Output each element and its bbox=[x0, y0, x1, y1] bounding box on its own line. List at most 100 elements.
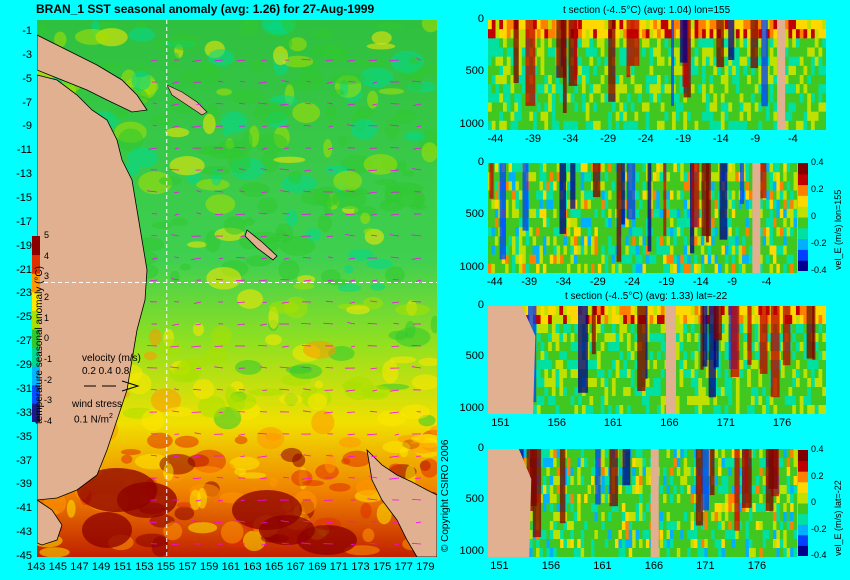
section-cell bbox=[621, 503, 626, 513]
section-cell bbox=[664, 120, 669, 131]
velocity-vector bbox=[234, 520, 246, 523]
section-cell bbox=[750, 396, 756, 406]
section-cell bbox=[724, 47, 729, 58]
section-cell bbox=[709, 405, 714, 415]
section-cell bbox=[546, 485, 551, 495]
land-mask bbox=[752, 163, 761, 273]
section-cell bbox=[776, 190, 781, 201]
section-cell bbox=[549, 218, 554, 228]
section-cell bbox=[818, 84, 823, 94]
section-cell bbox=[594, 254, 599, 265]
lon-temp-section[interactable] bbox=[488, 20, 827, 131]
section-cell bbox=[536, 102, 542, 113]
section-cell bbox=[758, 387, 763, 397]
section-cell bbox=[546, 467, 551, 477]
section-cell bbox=[539, 199, 544, 210]
section-cell bbox=[702, 102, 707, 113]
section-cell bbox=[788, 84, 793, 94]
section-cell bbox=[642, 539, 647, 549]
section-cell bbox=[555, 405, 560, 415]
section-cell bbox=[673, 163, 678, 173]
section-cell bbox=[608, 378, 613, 388]
lat-temp-section[interactable] bbox=[488, 306, 827, 415]
section-cell bbox=[585, 47, 590, 58]
sst-anomaly-map[interactable] bbox=[23, 11, 449, 558]
section-cell bbox=[713, 93, 718, 103]
section-cell bbox=[649, 369, 654, 379]
section-cell bbox=[611, 503, 616, 513]
section-cell bbox=[540, 387, 545, 397]
section-cell bbox=[784, 396, 789, 406]
section-cell bbox=[570, 84, 575, 94]
section-cell bbox=[578, 84, 583, 94]
section-cell bbox=[653, 360, 658, 370]
section-cell bbox=[711, 227, 716, 237]
section-cell bbox=[518, 29, 523, 39]
section-cell bbox=[522, 449, 527, 459]
section-cell bbox=[711, 181, 716, 191]
section-cell bbox=[673, 227, 678, 237]
section-cell bbox=[551, 111, 557, 122]
anomaly-patch bbox=[39, 547, 70, 558]
section-cell bbox=[773, 93, 778, 103]
section-cell bbox=[721, 263, 726, 274]
section-cell bbox=[577, 512, 582, 522]
velocity-vector bbox=[301, 345, 312, 347]
section-cell bbox=[724, 65, 729, 76]
section-cell bbox=[625, 503, 630, 513]
section-cell bbox=[663, 476, 668, 486]
section-cell bbox=[818, 20, 823, 30]
section-cell bbox=[680, 208, 685, 219]
section-cell bbox=[728, 369, 733, 379]
section-cell bbox=[657, 360, 662, 370]
section-cell bbox=[577, 245, 582, 256]
section-cell bbox=[611, 324, 617, 334]
section-cell bbox=[742, 236, 746, 246]
section-cell bbox=[765, 75, 771, 85]
section-cell bbox=[580, 254, 585, 265]
section-cell bbox=[591, 199, 595, 210]
section-cell bbox=[669, 199, 674, 210]
section-cell bbox=[574, 333, 579, 343]
section-cell bbox=[660, 38, 666, 48]
section-cell bbox=[818, 369, 823, 379]
section-cell bbox=[814, 405, 819, 415]
section-cell bbox=[792, 102, 797, 113]
section-cell bbox=[542, 245, 547, 256]
section-cell bbox=[765, 56, 771, 67]
section-cell bbox=[553, 485, 558, 495]
section-cell bbox=[589, 369, 594, 379]
section-cell bbox=[814, 38, 819, 48]
section-cell bbox=[601, 539, 606, 549]
lon-vel-section[interactable] bbox=[488, 163, 798, 274]
section-cell bbox=[591, 218, 595, 228]
anomaly-patch bbox=[366, 258, 393, 269]
colorbar-segment bbox=[798, 173, 808, 186]
velocity-vector bbox=[240, 499, 246, 501]
velocity-vector bbox=[411, 542, 422, 545]
section-cell bbox=[495, 84, 500, 94]
section-cell bbox=[739, 351, 744, 361]
anomaly-patch bbox=[169, 33, 198, 51]
section-cell bbox=[594, 521, 599, 531]
velocity-vector bbox=[411, 301, 422, 303]
section-cell bbox=[720, 351, 726, 361]
section-cell bbox=[758, 93, 763, 103]
section-cell bbox=[702, 47, 707, 58]
anomaly-patch bbox=[338, 436, 362, 448]
section-cell bbox=[544, 84, 549, 94]
section-cell bbox=[679, 120, 684, 131]
section-cell bbox=[594, 245, 599, 256]
section-cell bbox=[580, 512, 585, 522]
section-cell bbox=[505, 181, 510, 191]
section-cell bbox=[553, 521, 558, 531]
section-cell bbox=[551, 20, 557, 30]
section-cell bbox=[772, 199, 777, 210]
section-cell bbox=[687, 387, 692, 397]
section-cell bbox=[626, 351, 632, 361]
section-cell bbox=[772, 181, 777, 191]
section-cell bbox=[634, 369, 639, 379]
section-cell bbox=[690, 458, 695, 468]
lat-vel-section[interactable] bbox=[488, 449, 798, 558]
section-cell bbox=[743, 120, 748, 131]
